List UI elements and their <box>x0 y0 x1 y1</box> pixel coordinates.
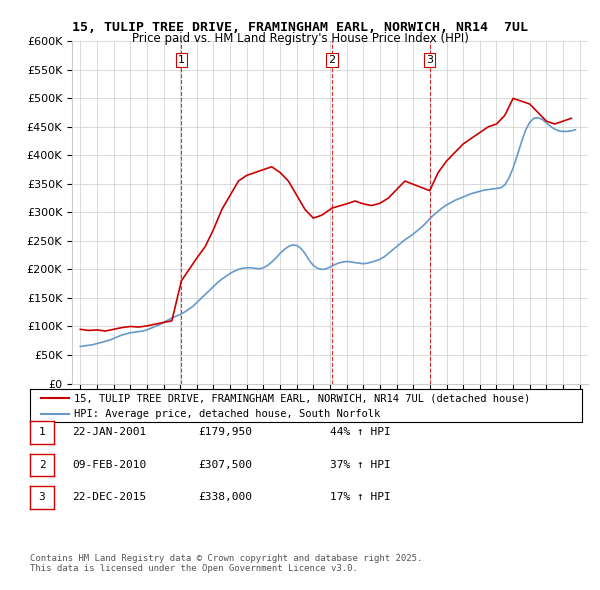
Text: 1: 1 <box>178 55 185 65</box>
Text: £307,500: £307,500 <box>198 460 252 470</box>
Text: 22-DEC-2015: 22-DEC-2015 <box>72 493 146 502</box>
Text: 37% ↑ HPI: 37% ↑ HPI <box>330 460 391 470</box>
Text: 1: 1 <box>38 428 46 437</box>
Text: Contains HM Land Registry data © Crown copyright and database right 2025.
This d: Contains HM Land Registry data © Crown c… <box>30 554 422 573</box>
Text: £338,000: £338,000 <box>198 493 252 502</box>
Text: 22-JAN-2001: 22-JAN-2001 <box>72 428 146 437</box>
Text: HPI: Average price, detached house, South Norfolk: HPI: Average price, detached house, Sout… <box>74 409 380 419</box>
Text: 2: 2 <box>38 460 46 470</box>
Text: 3: 3 <box>426 55 433 65</box>
Text: £179,950: £179,950 <box>198 428 252 437</box>
Text: 2: 2 <box>328 55 335 65</box>
Text: 17% ↑ HPI: 17% ↑ HPI <box>330 493 391 502</box>
Text: 15, TULIP TREE DRIVE, FRAMINGHAM EARL, NORWICH, NR14 7UL (detached house): 15, TULIP TREE DRIVE, FRAMINGHAM EARL, N… <box>74 394 530 404</box>
Text: 44% ↑ HPI: 44% ↑ HPI <box>330 428 391 437</box>
Text: Price paid vs. HM Land Registry's House Price Index (HPI): Price paid vs. HM Land Registry's House … <box>131 32 469 45</box>
Text: 3: 3 <box>38 493 46 502</box>
Text: 15, TULIP TREE DRIVE, FRAMINGHAM EARL, NORWICH, NR14  7UL: 15, TULIP TREE DRIVE, FRAMINGHAM EARL, N… <box>72 21 528 34</box>
Text: 09-FEB-2010: 09-FEB-2010 <box>72 460 146 470</box>
